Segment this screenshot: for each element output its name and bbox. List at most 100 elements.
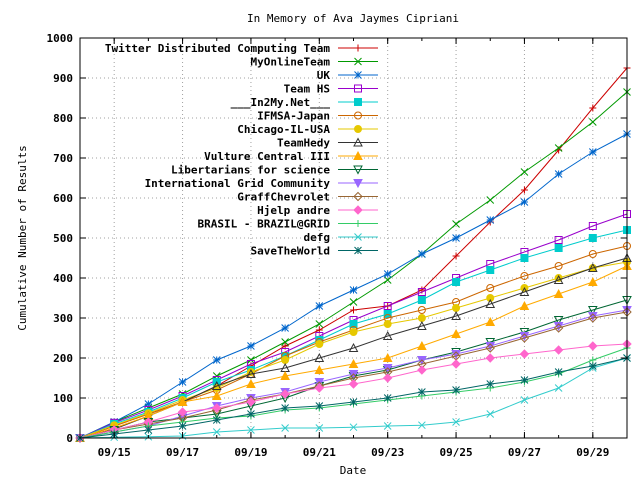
data-point: [417, 296, 426, 304]
series-layer: [75, 64, 632, 444]
y-tick-label: 800: [53, 112, 73, 125]
data-point: [315, 402, 324, 410]
data-point: [554, 244, 563, 252]
data-point: [281, 424, 289, 432]
data-point: [485, 353, 495, 363]
data-point: [452, 304, 461, 312]
data-point: [486, 284, 495, 292]
data-point: [246, 397, 256, 407]
x-tick-label: 09/21: [303, 446, 336, 459]
data-point: [348, 342, 359, 352]
legend-item: TeamHedy: [277, 137, 378, 150]
data-point: [280, 389, 290, 399]
data-point: [246, 368, 256, 378]
data-point: [452, 278, 461, 286]
data-point: [349, 320, 358, 328]
data-point: [211, 390, 222, 400]
legend-item: Vulture Central III: [204, 150, 378, 163]
data-point: [452, 386, 460, 394]
legend-item: BRASIL - BRAZIL@GRID: [198, 218, 378, 231]
data-point: [520, 198, 529, 206]
data-point: [486, 380, 495, 388]
data-point: [519, 300, 530, 310]
data-point: [383, 394, 392, 402]
data-point: [485, 316, 496, 326]
legend-item: SaveTheWorld: [251, 245, 378, 258]
data-point: [553, 323, 564, 333]
data-point: [212, 416, 221, 424]
legend-item: MyOnlineTeam: [251, 56, 378, 69]
ticks-layer: 0 100 200 300 400 500 600 700 800 900 1000 09/15 09/…: [47, 32, 628, 459]
legend-marker: [353, 165, 363, 175]
data-point: [520, 396, 529, 404]
data-point: [178, 378, 187, 386]
data-point: [588, 362, 597, 370]
data-point: [247, 410, 255, 418]
data-point: [451, 328, 461, 338]
data-point: [417, 340, 427, 350]
legend-label: Twitter Distributed Computing Team: [105, 42, 331, 55]
data-point: [486, 410, 495, 418]
legend-label: Team HS: [284, 83, 330, 96]
y-tick-label: 200: [53, 352, 73, 365]
data-point: [553, 274, 564, 284]
data-point: [314, 364, 325, 374]
data-point: [349, 423, 358, 432]
data-point: [177, 396, 188, 406]
legend-label: BRASIL - BRAZIL@GRID: [198, 218, 331, 231]
data-point: [520, 186, 528, 194]
data-point: [382, 373, 393, 383]
legend-label: Libertarians for science: [171, 164, 330, 177]
data-point: [589, 356, 597, 364]
y-tick-label: 600: [53, 192, 73, 205]
y-tick-label: 300: [53, 312, 73, 325]
data-point: [315, 302, 324, 310]
data-point: [144, 426, 153, 434]
x-axis-label: Date: [340, 464, 367, 477]
data-point: [177, 407, 188, 417]
legend-item: Hjelp andre: [257, 204, 378, 217]
data-point: [520, 168, 529, 176]
series-7: [76, 258, 631, 442]
series-line: [79, 311, 628, 439]
legend-label: Chicago-IL-USA: [237, 123, 330, 136]
legend-label: International Grid Community: [145, 177, 331, 190]
legend-marker: [354, 71, 362, 79]
legend-label: GraffChevrolet: [237, 191, 330, 204]
data-point: [281, 324, 289, 332]
x-tick-label: 09/29: [576, 446, 609, 459]
data-point: [588, 313, 598, 323]
data-point: [418, 388, 426, 396]
data-point: [485, 298, 496, 308]
series-line: [79, 245, 628, 439]
chart-title: In Memory of Ava Jaymes Cipriani: [247, 12, 459, 25]
legend-label: Hjelp andre: [257, 204, 330, 217]
series-13: [75, 339, 632, 443]
data-point: [417, 320, 427, 330]
legend-label: SaveTheWorld: [251, 245, 330, 258]
data-point: [553, 288, 564, 298]
series-10: [75, 296, 632, 444]
data-point: [554, 384, 563, 392]
legend-item: Team HS: [284, 83, 378, 96]
data-point: [383, 320, 392, 328]
data-point: [212, 403, 222, 413]
legend-item: Twitter Distributed Computing Team: [105, 42, 378, 55]
legend-label: UK: [317, 69, 331, 82]
data-point: [452, 234, 460, 242]
legend-marker: [353, 191, 363, 202]
data-point: [315, 424, 324, 432]
legend-marker: [353, 150, 363, 160]
x-tick-label: 09/15: [98, 446, 131, 459]
data-point: [452, 220, 460, 228]
legend-label: IFMSA-Japan: [257, 110, 330, 123]
data-point: [588, 250, 597, 258]
data-point: [314, 352, 325, 362]
data-point: [349, 298, 358, 306]
x-tick-label: 09/27: [508, 446, 541, 459]
data-point: [589, 104, 597, 112]
data-point: [554, 170, 563, 178]
data-point: [314, 383, 325, 393]
data-point: [417, 314, 426, 322]
